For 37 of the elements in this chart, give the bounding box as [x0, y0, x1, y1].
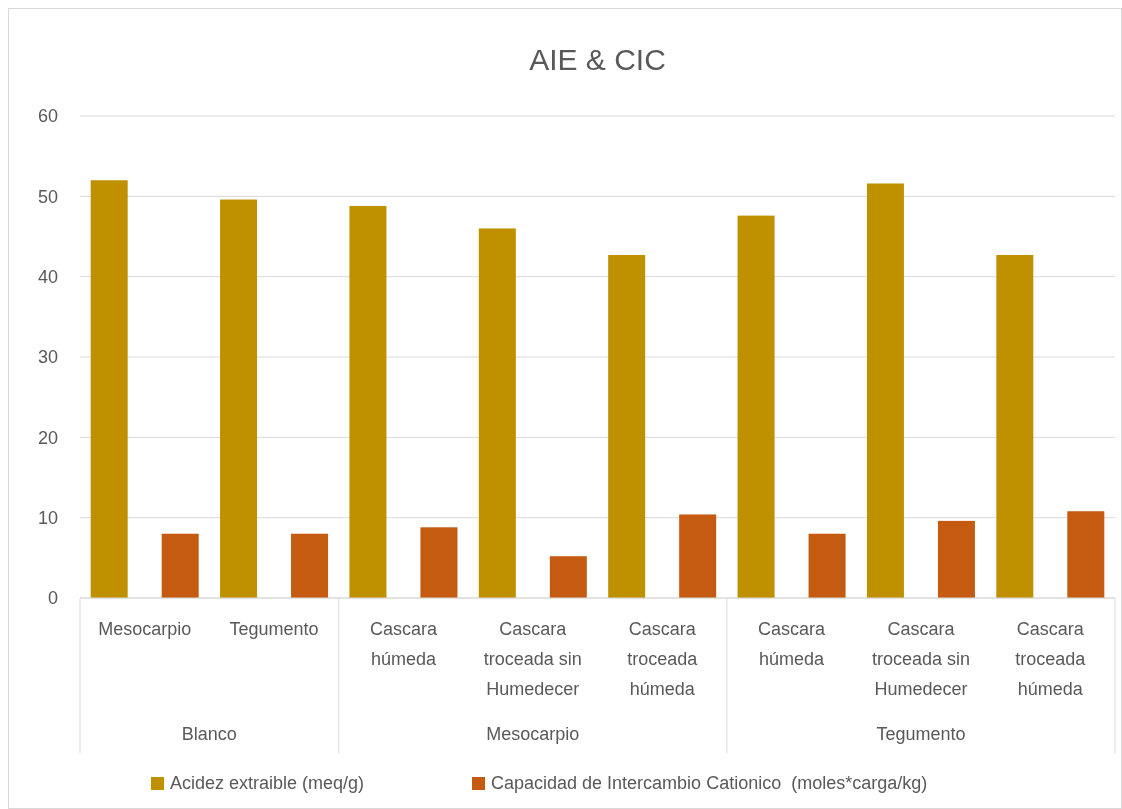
bar: [349, 205, 387, 598]
bar: [220, 199, 258, 598]
x-tick-label: Cascara húmeda: [758, 619, 827, 669]
y-tick-label: 50: [37, 186, 58, 207]
bar: [478, 228, 516, 598]
bar: [737, 215, 775, 598]
text: Tegumento: [876, 724, 966, 744]
x-tick-label: Cascara troceada húmeda: [627, 619, 699, 699]
y-tick-label: 30: [37, 347, 58, 368]
y-tick-label: 40: [37, 266, 58, 287]
y-tick-label: 60: [37, 106, 58, 127]
y-tick-label: 0: [47, 588, 58, 609]
bar: [420, 527, 458, 598]
bar: [549, 556, 587, 598]
text: Blanco: [181, 724, 237, 744]
bar: [808, 533, 846, 598]
chart-title: AIE & CIC: [529, 43, 666, 76]
bar: [937, 520, 975, 598]
y-tick-label: 10: [37, 507, 58, 528]
y-tick-label: 20: [37, 427, 58, 448]
bar: [679, 514, 717, 598]
bar: [90, 180, 128, 598]
bar: [866, 183, 904, 598]
legend-label: Capacidad de Intercambio Cationico (moles*carga/kg): [491, 773, 928, 793]
bar: [1067, 511, 1105, 598]
bar: [996, 254, 1034, 598]
x-tick-label: Cascara troceada sin Humedecer: [871, 619, 970, 699]
x-tick-label: Mesocarpio: [98, 619, 192, 639]
x-tick-label: Tegumento: [229, 619, 319, 639]
bar: [608, 254, 646, 598]
x-tick-label: Cascara troceada húmeda: [1015, 619, 1087, 699]
x-tick-label: Cascara troceada sin Humedecer: [483, 619, 582, 699]
bar: [291, 533, 329, 598]
x-tick-label: Cascara húmeda: [369, 619, 438, 669]
text: Mesocarpio: [486, 724, 580, 744]
legend-label: Acidez extraible (meq/g): [170, 773, 365, 793]
bar: [161, 533, 199, 598]
